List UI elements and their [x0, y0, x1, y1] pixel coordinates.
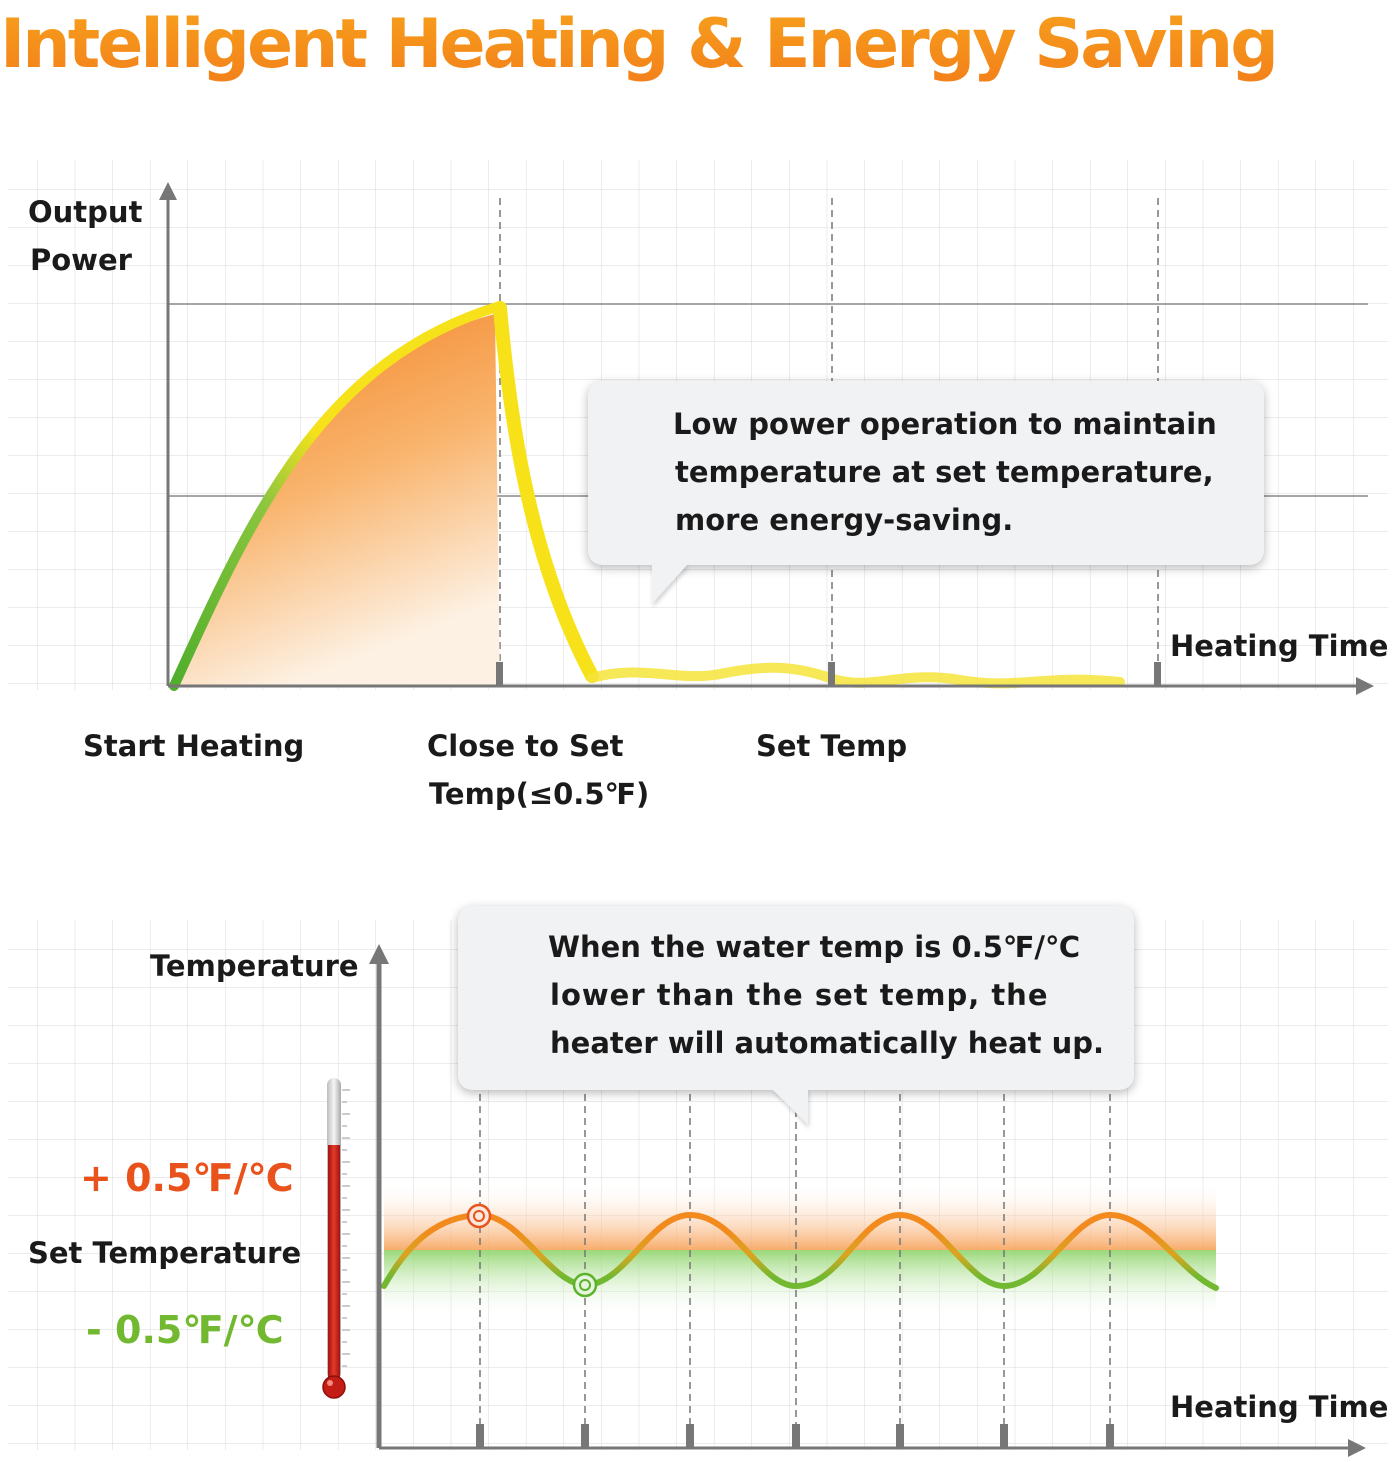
callout-energy-saving: Low power operation to maintain temperat… — [588, 381, 1264, 565]
callout-line: heater will automatically heat up. — [550, 1026, 1105, 1060]
callout-line: When the water temp is 0.5℉/℃ — [548, 930, 1081, 964]
page-title: Intelligent Heating & Energy Saving — [0, 0, 1393, 100]
lower-tolerance-label: - 0.5℉/℃ — [86, 1308, 284, 1352]
callout-line: lower than the set temp, the — [550, 978, 1049, 1012]
stage-close-label-line1: Close to Set — [427, 729, 624, 763]
stage-start-label: Start Heating — [83, 729, 305, 763]
chart1-ylabel-line2: Power — [30, 243, 132, 277]
stage-set-label: Set Temp — [756, 729, 908, 763]
callout-tail — [652, 564, 688, 604]
chart1-ylabel-line1: Output — [28, 195, 143, 229]
set-temperature-label: Set Temperature — [28, 1236, 302, 1270]
chart2-ylabel: Temperature — [150, 949, 359, 983]
chart1-xlabel: Heating Time — [1170, 629, 1389, 663]
callout-line: Low power operation to maintain — [673, 407, 1217, 441]
callout-auto-heat: When the water temp is 0.5℉/℃ lower than… — [458, 906, 1134, 1090]
callout-line: more energy-saving. — [675, 503, 1014, 537]
callout-tail — [772, 1089, 808, 1125]
callout-line: temperature at set temperature, — [675, 455, 1214, 489]
chart2-xlabel: Heating Time — [1170, 1390, 1389, 1424]
stage-close-label-line2: Temp(≤0.5℉) — [429, 777, 650, 811]
upper-tolerance-label: + 0.5℉/℃ — [80, 1156, 294, 1200]
thermometer-icon — [322, 1078, 350, 1399]
